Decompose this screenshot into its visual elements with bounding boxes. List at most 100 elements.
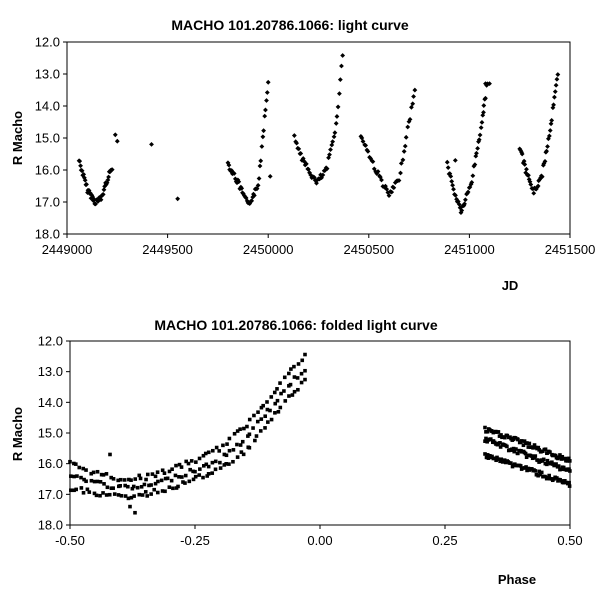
- chart-1-data-point: [291, 133, 297, 138]
- chart-1-data-point: [368, 156, 374, 161]
- chart-2-data-point: [567, 480, 571, 485]
- chart-2-data-point: [513, 436, 518, 440]
- chart-1-data-point: [330, 139, 336, 145]
- chart-2-data-point: [127, 477, 131, 482]
- chart-2-data-point: [560, 454, 565, 459]
- chart-2-data-point: [556, 464, 561, 468]
- chart-1-data-point: [531, 190, 537, 196]
- chart-2-data-point: [548, 476, 552, 481]
- chart-2-data-point: [224, 453, 229, 458]
- chart-1-x-tick-label: 2449500: [142, 242, 193, 257]
- chart-2-data-point: [89, 471, 94, 476]
- chart-2-data-point: [519, 439, 524, 443]
- chart-1-data-point: [258, 158, 264, 164]
- chart-2-data-point: [126, 484, 130, 489]
- chart-2-data-point: [498, 459, 502, 464]
- chart-2-data-point: [155, 470, 160, 474]
- chart-2-data-point: [494, 458, 498, 463]
- chart-2-data-point: [206, 464, 211, 469]
- chart-1-data-point: [472, 162, 478, 167]
- chart-2-data-point: [545, 462, 549, 467]
- chart-2-data-point: [246, 434, 250, 438]
- chart-1-data-point: [231, 171, 237, 176]
- chart-1-data-point: [296, 146, 302, 152]
- chart-2-data-point: [247, 417, 252, 422]
- chart-2-data-point: [568, 469, 572, 473]
- chart-2-data-point: [79, 486, 84, 490]
- chart-2-data-point: [276, 409, 281, 414]
- chart-2-data-point: [222, 452, 227, 457]
- chart-2-data-point: [516, 437, 520, 442]
- chart-2-data-point: [541, 457, 546, 462]
- chart-1-data-point: [109, 167, 115, 173]
- chart-2-data-point: [490, 454, 494, 459]
- chart-1-data-point: [303, 161, 309, 167]
- chart-1-data-point: [263, 107, 268, 113]
- chart-1-data-point: [85, 190, 90, 195]
- chart-2-data-point: [163, 476, 168, 481]
- chart-2-data-point: [167, 469, 172, 474]
- chart-1-data-point: [400, 157, 406, 163]
- chart-2-data-point: [128, 504, 132, 509]
- chart-1-data-point: [476, 137, 482, 143]
- chart-1-data-point: [371, 166, 377, 172]
- chart-2-data-point: [214, 445, 219, 450]
- chart-2-data-point: [275, 387, 279, 391]
- chart-1-data-point: [551, 102, 556, 108]
- chart-2-data-point: [256, 410, 260, 414]
- chart-1-data-point: [549, 118, 555, 123]
- chart-2-data-point: [183, 473, 188, 478]
- chart-1-data-point: [453, 192, 458, 198]
- chart-2-data-point: [278, 405, 283, 410]
- chart-1-data-point: [334, 114, 340, 119]
- chart-2-data-point: [74, 487, 78, 492]
- chart-2-data-point: [559, 467, 564, 472]
- chart-1-data-point: [335, 104, 341, 110]
- chart-2-data-point: [503, 435, 507, 440]
- chart-2-data-point: [210, 460, 215, 465]
- chart-2-data-point: [144, 477, 148, 482]
- chart-1-data-point: [483, 95, 488, 101]
- chart-2-data-point: [204, 462, 209, 467]
- chart-1-data-point: [552, 94, 557, 100]
- chart-2-data-point: [132, 494, 136, 498]
- chart-1-data-point: [234, 180, 240, 186]
- chart-1-data-point: [104, 180, 110, 186]
- chart-2-data-point: [201, 475, 205, 480]
- chart-2-data-point: [531, 446, 535, 450]
- chart-2-data-point: [153, 474, 158, 479]
- chart-1-data-point: [479, 119, 485, 125]
- chart-2-data-point: [263, 426, 267, 430]
- chart-1-data-point: [340, 53, 346, 58]
- chart-2-data-point: [253, 438, 257, 443]
- chart-1-data-point: [365, 148, 371, 154]
- chart-1-y-tick-label: 15.0: [35, 131, 60, 146]
- chart-1-data-point: [458, 210, 464, 216]
- chart-1-data-point: [410, 101, 416, 107]
- chart-2-data-point: [137, 473, 142, 478]
- chart-2-data-point: [509, 461, 513, 465]
- chart-1-data-point: [260, 134, 266, 140]
- chart-2-data-point: [499, 457, 504, 462]
- chart-2-data-point: [251, 426, 255, 430]
- chart-2-data-point: [206, 450, 211, 455]
- chart-2-y-tick-label: 13.0: [38, 364, 63, 379]
- chart-2-data-point: [177, 462, 182, 467]
- chart-2-data-point: [275, 398, 280, 403]
- chart-2-data-point: [227, 462, 231, 466]
- chart-2-data-point: [561, 480, 566, 485]
- chart-1-data-point: [100, 192, 106, 197]
- chart-2-y-tick-label: 16.0: [38, 456, 63, 471]
- chart-1-plot-frame: [66, 41, 571, 235]
- chart-2-data-point: [170, 467, 174, 471]
- chart-2-data-point: [231, 448, 236, 452]
- chart-2-data-point: [98, 493, 102, 498]
- chart-2-data-point: [118, 484, 123, 488]
- chart-2-data-point: [205, 474, 209, 478]
- chart-2-data-point: [521, 443, 526, 448]
- chart-1-data-point: [328, 147, 333, 153]
- chart-2-data-point: [142, 482, 147, 487]
- chart-1-x-tick-label: 2450000: [243, 242, 294, 257]
- chart-2-data-point: [543, 474, 547, 479]
